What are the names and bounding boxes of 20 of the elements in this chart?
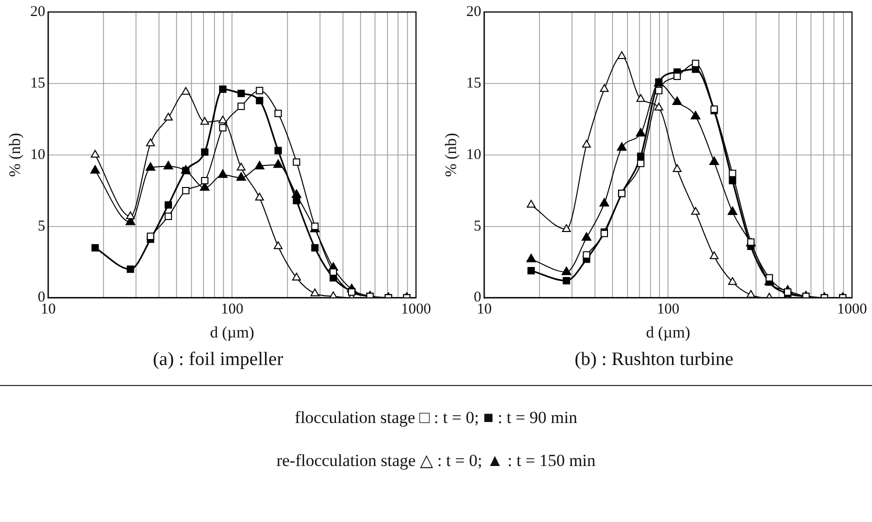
x-tick-label: 1000 (401, 302, 431, 318)
y-tick-label: 10 (466, 146, 482, 163)
text: (b) : Rushton turbine (574, 349, 734, 371)
y-axis-title: % (nb) (442, 132, 460, 177)
x-tick-label: 1000 (837, 302, 867, 318)
x-axis-title: d (µm) (210, 324, 254, 342)
y-tick-label: 15 (30, 75, 46, 92)
y-axis-title: % (nb) (6, 132, 24, 177)
text: (a) : foil impeller (152, 349, 284, 371)
text: flocculation stage □ : t = 0; ■ : t = 90 min (294, 408, 578, 428)
x-tick-label: 100 (656, 302, 680, 318)
y-tick-label: 10 (30, 146, 46, 163)
y-tick-label: 5 (474, 218, 482, 234)
x-tick-label: 100 (220, 302, 244, 318)
y-tick-label: 20 (466, 4, 482, 20)
y-tick-label: 5 (38, 218, 46, 234)
y-tick-label: 15 (466, 75, 482, 92)
x-axis-title: d (µm) (646, 324, 690, 342)
y-tick-label: 20 (30, 4, 46, 20)
text: re-flocculation stage △ : t = 0; ▲ : t = 150 min (275, 450, 597, 471)
